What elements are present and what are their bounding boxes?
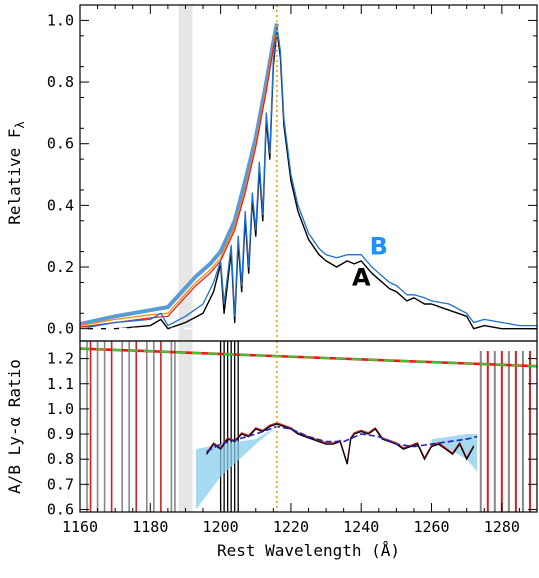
top-series-thin_blue — [80, 25, 537, 330]
bottom-ratio-black — [206, 423, 475, 465]
x-tick-label: 1160 — [62, 518, 98, 536]
bottom-y-tick-label: 1.0 — [47, 400, 74, 418]
bottom-smooth-curve — [206, 425, 478, 453]
bottom-y-tick-label: 0.6 — [47, 500, 74, 518]
x-tick-label: 1180 — [132, 518, 168, 536]
bottom-ticks: 0.6 0.7 0.8 0.9 1.0 1.1 1.2 1160 1180 1200 1220 124… — [47, 5, 537, 536]
x-tick-label: 1260 — [413, 518, 449, 536]
bottom-y-tick-label: 0.7 — [47, 475, 74, 493]
top-shaded-band — [178, 5, 193, 341]
top-y-tick-label: 0.6 — [47, 135, 74, 153]
bottom-reference-line — [79, 347, 538, 368]
bottom-shaded-band — [178, 341, 193, 512]
x-tick-label: 1280 — [484, 518, 520, 536]
top-y-axis-title-main: Relative F — [5, 128, 24, 224]
top-ticks: 0.0 0.2 0.4 0.6 0.8 1.0 — [47, 4, 537, 338]
bottom-y-tick-label: 1.1 — [47, 375, 74, 393]
top-panel: 0.0 0.2 0.4 0.6 0.8 1.0 AB Relative Fλ — [5, 4, 538, 342]
bottom-y-tick-label: 0.8 — [47, 450, 74, 468]
bottom-reference-layer — [79, 341, 538, 512]
series-label-A: A — [352, 264, 371, 292]
bottom-plot-frame — [79, 340, 538, 513]
bottom-y-axis-title: A/B Ly-α Ratio — [5, 359, 24, 494]
bottom-series-layer — [86, 341, 531, 512]
top-series-black — [80, 29, 537, 330]
top-y-tick-label: 0.2 — [47, 258, 74, 276]
top-y-axis-title-sub: λ — [13, 121, 27, 128]
bottom-y-tick-label: 0.9 — [47, 425, 74, 443]
top-y-axis-title: Relative Fλ — [5, 121, 27, 225]
x-tick-label: 1240 — [343, 518, 379, 536]
bottom-panel: 0.6 0.7 0.8 0.9 1.0 1.1 1.2 1160 1180 1200 1220 124… — [5, 5, 538, 560]
top-y-tick-label: 1.0 — [47, 11, 74, 29]
top-series-layer — [80, 23, 537, 330]
bottom-uncertainty-fill — [431, 434, 478, 472]
top-y-tick-label: 0.4 — [47, 196, 74, 214]
x-axis-title: Rest Wavelength (Å) — [217, 541, 400, 560]
series-label-B: B — [370, 233, 388, 261]
top-series-thick_blue — [80, 23, 279, 326]
top-plot-frame — [79, 4, 538, 342]
top-series-labels: AB — [352, 233, 388, 292]
top-y-tick-label: 0.0 — [47, 320, 74, 338]
top-y-tick-label: 0.8 — [47, 73, 74, 91]
bottom-y-tick-label: 1.2 — [47, 350, 74, 368]
top-reference-layer — [80, 5, 278, 341]
x-tick-label: 1220 — [273, 518, 309, 536]
x-tick-label: 1200 — [203, 518, 239, 536]
bottom-shaded-band-layer — [178, 341, 193, 512]
top-shaded-band-layer — [178, 5, 193, 341]
